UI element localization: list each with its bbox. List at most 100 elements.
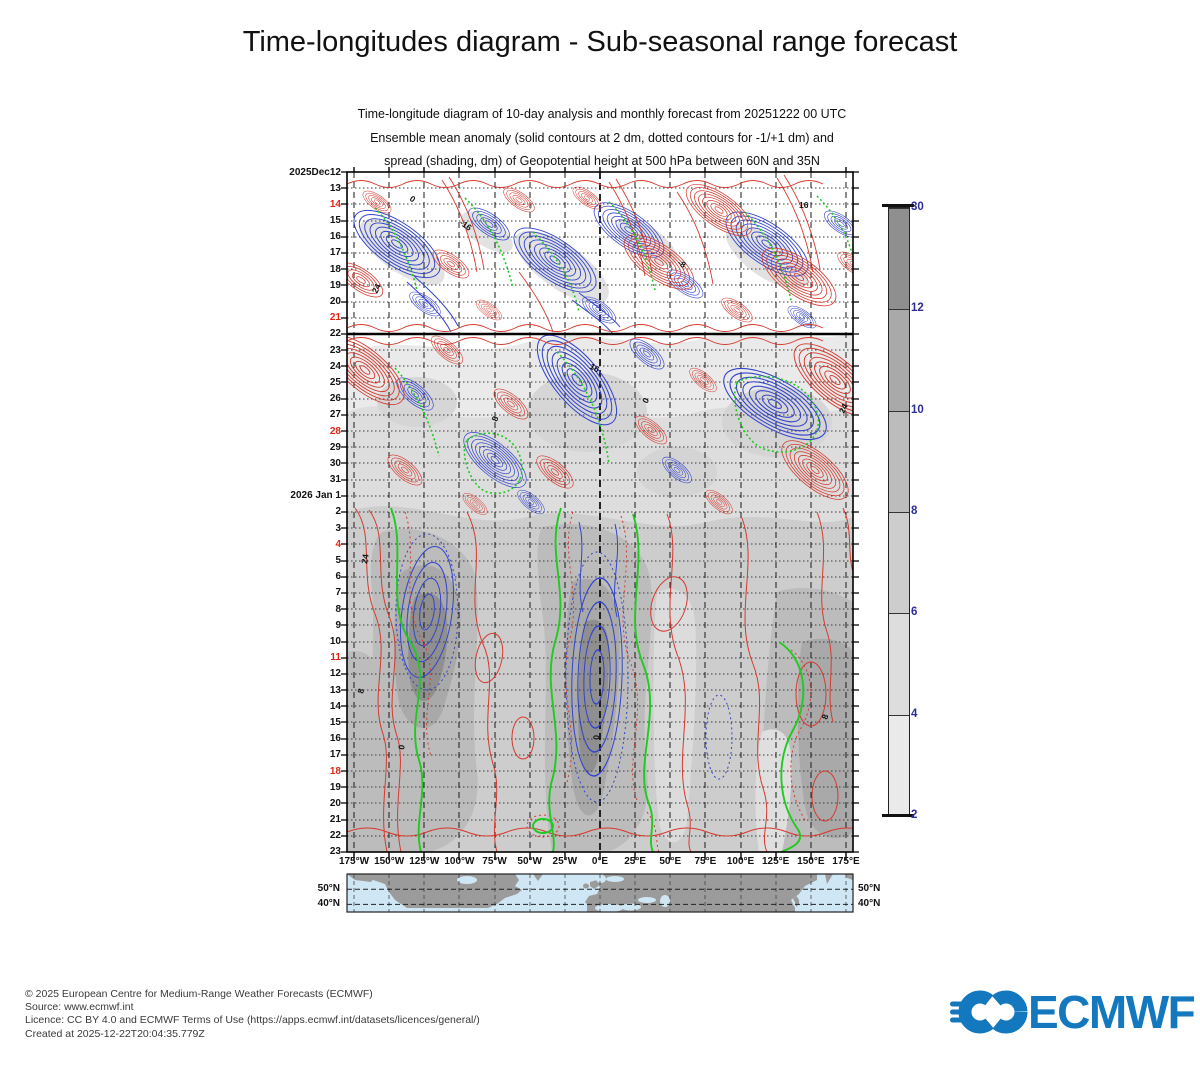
colorbar-segment — [889, 714, 909, 816]
anomaly-contours-positive — [347, 174, 853, 852]
y-tick-label: 5 — [335, 555, 341, 567]
zero-contours — [374, 195, 853, 852]
colorbar-tick-label: 2 — [911, 808, 918, 821]
subtitle-line-2: Ensemble mean anomaly (solid contours at… — [370, 130, 834, 145]
footer: © 2025 European Centre for Medium-Range … — [25, 988, 480, 1041]
x-tick-label: 0°E — [591, 856, 609, 867]
y-tick-label: 7 — [335, 587, 341, 599]
y-tick-label: 19 — [329, 279, 341, 291]
latitude-strip-map — [346, 873, 854, 913]
y-tick-label: 22 — [329, 328, 341, 340]
colorbar-segment — [889, 309, 909, 411]
map-lat-label-right-40n: 40°N — [858, 898, 881, 909]
y-tick-label: 21 — [329, 312, 341, 324]
y-axis-ticks-left — [341, 171, 347, 853]
x-tick-label: 125°W — [409, 856, 440, 867]
y-tick-label: 23 — [329, 344, 341, 356]
colorbar-tick-label: 4 — [911, 707, 918, 720]
map-lat-label-right-50n: 50°N — [858, 883, 881, 894]
ecmwf-logo-text: ECMWF — [1028, 986, 1196, 1038]
anomaly-contours-negative — [347, 192, 853, 778]
y-tick-label: 13 — [329, 182, 341, 194]
x-tick-label: 50°W — [517, 856, 542, 867]
contour-label: 16 — [799, 200, 809, 210]
map-seas — [457, 875, 670, 912]
spread-colorbar — [888, 207, 910, 817]
dotted-contours — [395, 511, 812, 852]
y-tick-label: 14 — [329, 198, 341, 210]
colorbar-segment — [889, 208, 909, 310]
y-tick-label: 17 — [329, 247, 341, 259]
x-tick-label: 75°E — [694, 856, 717, 867]
y-tick-label: 23 — [329, 846, 341, 858]
created-line: Created at 2025-12-22T20:04:35.779Z — [25, 1027, 205, 1040]
colorbar-labels: 30 12 10 8 6 4 2 — [911, 201, 941, 821]
y-tick-label: 11 — [330, 652, 341, 664]
contour-label: 0 — [408, 193, 418, 204]
contour-label: 8 — [489, 415, 500, 423]
y-tick-label: 24 — [329, 360, 341, 372]
x-tick-label: 100°W — [444, 856, 475, 867]
x-axis-labels: 175°W 150°W 125°W 100°W 75°W 50°W 25°W 0°E 25°E 5… — [339, 856, 860, 870]
y-tick-label: 2026 Jan 1 — [290, 490, 341, 502]
y-axis-labels: 2025Dec12 13 14 15 16 17 18 19 20 21 22 23 24 25 26 27 2… — [252, 167, 341, 864]
y-tick-label: 2025Dec12 — [289, 166, 341, 178]
y-tick-label: 31 — [329, 474, 341, 486]
ecmwf-logo: ECMWF — [950, 986, 1196, 1038]
contour-label: 0 — [640, 396, 651, 405]
x-tick-label: 125°E — [761, 856, 790, 867]
y-tick-label: 8 — [335, 603, 341, 615]
subtitle-line-1: Time-longitude diagram of 10-day analysi… — [357, 107, 847, 121]
colorbar-segment — [889, 410, 909, 512]
map-lat-gridlines — [347, 888, 853, 905]
y-tick-label: 29 — [329, 441, 341, 453]
x-tick-label: 25°E — [624, 856, 647, 867]
source-line: Source: www.ecmwf.int — [25, 1001, 134, 1014]
y-tick-label: 28 — [329, 425, 341, 437]
y-tick-label: 27 — [329, 409, 341, 421]
y-tick-label: 12 — [329, 668, 341, 680]
y-tick-label: 20 — [329, 797, 341, 809]
contour-label: 0 — [396, 744, 407, 751]
y-tick-label: 16 — [329, 231, 341, 243]
colorbar-top-cap — [882, 204, 914, 207]
x-tick-label: 175°W — [338, 856, 370, 867]
y-tick-label: 13 — [329, 684, 341, 696]
y-tick-label: 18 — [329, 765, 341, 777]
colorbar-segment — [889, 511, 909, 614]
y-tick-label: 15 — [329, 215, 341, 227]
y-tick-label: 21 — [329, 814, 341, 826]
page-title: Time-longitudes diagram - Sub-seasonal r… — [242, 26, 958, 58]
y-tick-label: 10 — [329, 636, 341, 647]
y-tick-label: 3 — [335, 522, 341, 534]
y-tick-label: 20 — [329, 296, 341, 308]
x-tick-label: 25°W — [552, 856, 578, 867]
y-tick-label: 19 — [329, 781, 341, 793]
colorbar-tick-label: 8 — [911, 504, 918, 517]
y-tick-label: 16 — [329, 733, 341, 745]
map-lat-label-left-50n: 50°N — [317, 883, 340, 894]
map-border — [346, 873, 854, 913]
x-tick-label: 150°W — [374, 856, 405, 867]
hovmoller-plot: 24 -16 0 8 16 -8 16 24 8 0 0 8 0 24 — [341, 167, 859, 860]
chart-subtitle: Time-longitude diagram of 10-day analysi… — [297, 103, 907, 174]
x-tick-label: 50°E — [659, 856, 682, 867]
y-tick-label: 26 — [329, 393, 341, 405]
contour-label: 24 — [837, 402, 850, 415]
subtitle-line-3: spread (shading, dm) of Geopotential hei… — [384, 154, 820, 168]
plot-frame — [341, 167, 859, 860]
map-lat-label-left-40n: 40°N — [317, 898, 340, 909]
contour-label: 16 — [588, 361, 601, 375]
x-tick-label: 75°W — [482, 856, 507, 867]
colorbar-bottom-cap — [882, 814, 914, 817]
y-tick-label: 25 — [329, 376, 341, 388]
ecmwf-logo-mark — [950, 990, 1028, 1034]
y-tick-label: 15 — [329, 716, 341, 728]
contour-labels: 24 -16 0 8 16 -8 16 24 8 0 0 8 0 24 — [355, 193, 850, 750]
y-tick-label: 30 — [329, 457, 341, 469]
y-tick-label: 18 — [329, 263, 341, 275]
colorbar-tick-label: 30 — [911, 201, 924, 213]
contour-label: 24 — [370, 282, 383, 295]
y-tick-label: 22 — [329, 830, 341, 842]
contour-label: 8 — [819, 713, 830, 721]
